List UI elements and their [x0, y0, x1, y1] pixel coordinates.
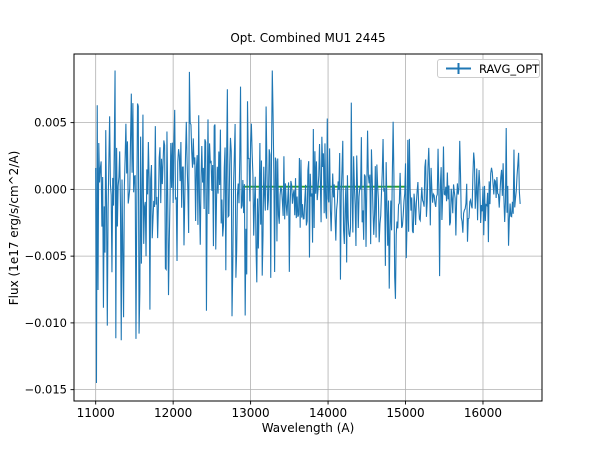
axes-spines: [73, 53, 543, 402]
x-tick-label: 16000: [464, 406, 502, 420]
x-tick-label: 13000: [232, 406, 270, 420]
x-tick-label: 15000: [386, 406, 424, 420]
x-axis-label: Wavelength (A): [261, 421, 355, 435]
y-tick-label: −0.010: [24, 316, 67, 330]
y-axis-label: Flux (1e17 erg/s/cm^2/A): [7, 150, 21, 306]
x-tick-label: 12000: [154, 406, 192, 420]
y-tick-label: 0.000: [34, 182, 67, 196]
y-tick-label: 0.005: [34, 116, 67, 130]
y-tick-label: −0.005: [24, 249, 67, 263]
legend: RAVG_OPT: [437, 59, 540, 78]
y-tick-label: −0.015: [24, 383, 67, 397]
legend-label: RAVG_OPT: [479, 61, 540, 76]
series-path-ravg-opt: [95, 70, 521, 383]
x-tick-label: 14000: [309, 406, 347, 420]
chart-title: Opt. Combined MU1 2445: [230, 31, 386, 45]
errorbar-icon: [446, 63, 471, 74]
x-tick-label: 11000: [77, 406, 115, 420]
